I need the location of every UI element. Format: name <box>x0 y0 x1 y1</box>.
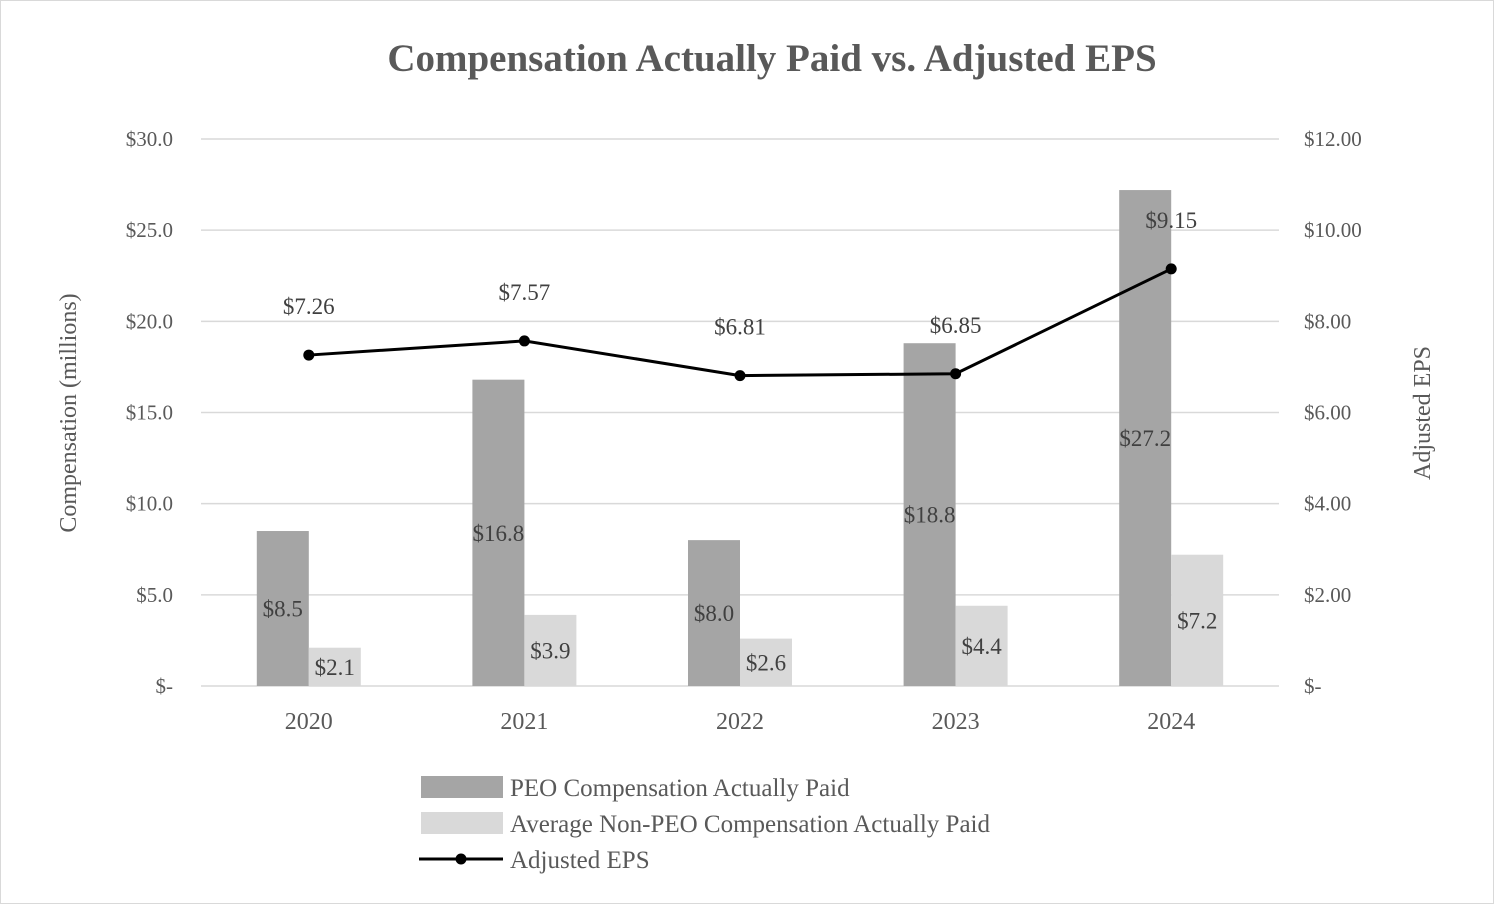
bar-non-peo-2022 <box>740 638 792 686</box>
right-tick-label: $12.00 <box>1304 127 1362 151</box>
left-tick-label: $15.0 <box>126 401 173 425</box>
bar-non-peo-2024 <box>1171 554 1224 686</box>
gridlines <box>201 138 1279 687</box>
legend: PEO Compensation Actually Paid Average No… <box>419 775 991 874</box>
eps-value-label: $7.26 <box>283 294 335 319</box>
x-axis-ticks: 2020 2021 2022 2023 2024 <box>285 709 1195 735</box>
left-tick-label: $- <box>156 674 174 698</box>
bar-non-peo-2021 <box>524 614 577 686</box>
x-tick-label: 2020 <box>285 709 333 735</box>
left-tick-label: $30.0 <box>126 127 173 151</box>
right-tick-label: $6.00 <box>1304 401 1351 425</box>
peo-value-label: $27.2 <box>1119 426 1171 451</box>
non-peo-value-label: $3.9 <box>530 638 570 663</box>
x-tick-label: 2023 <box>932 709 980 735</box>
eps-value-label: $9.15 <box>1145 208 1197 233</box>
left-tick-label: $20.0 <box>126 309 173 333</box>
right-axis-label: Adjusted EPS <box>1410 346 1436 480</box>
x-tick-label: 2022 <box>716 709 764 735</box>
eps-point-2021 <box>518 335 530 347</box>
right-tick-label: $10.00 <box>1304 218 1362 242</box>
right-tick-label: $4.00 <box>1304 492 1351 516</box>
eps-point-2024 <box>1165 263 1177 275</box>
data-labels: $8.5 $2.1 $16.8 $3.9 $8.0 $2.6 $18.8 $4.4 $27.2 $… <box>263 208 1218 680</box>
right-tick-label: $2.00 <box>1304 583 1351 607</box>
peo-value-label: $18.8 <box>904 503 956 528</box>
left-tick-label: $25.0 <box>126 218 173 242</box>
non-peo-value-label: $2.6 <box>746 650 786 675</box>
eps-value-label: $6.81 <box>714 315 766 340</box>
legend-label-eps: Adjusted EPS <box>510 847 650 874</box>
eps-point-2023 <box>950 368 962 380</box>
x-tick-label: 2024 <box>1147 709 1195 735</box>
bar-non-peo-2020 <box>308 647 361 686</box>
right-tick-label: $- <box>1304 674 1322 698</box>
bars <box>256 190 1224 686</box>
left-axis-label: Compensation (millions) <box>56 293 82 532</box>
chart-title: Compensation Actually Paid vs. Adjusted … <box>387 37 1156 80</box>
eps-value-label: $6.85 <box>930 313 982 338</box>
left-tick-label: $10.0 <box>126 492 173 516</box>
non-peo-value-label: $7.2 <box>1177 608 1217 633</box>
bar-peo-2023 <box>903 343 956 686</box>
non-peo-value-label: $2.1 <box>315 655 355 680</box>
bar-peo-2022 <box>688 540 740 686</box>
non-peo-value-label: $4.4 <box>961 634 1002 659</box>
bar-non-peo-2023 <box>955 605 1008 686</box>
bar-peo-2021 <box>472 379 525 686</box>
bar-peo-2020 <box>256 531 309 686</box>
peo-value-label: $8.5 <box>263 597 303 622</box>
legend-marker-eps <box>455 853 467 865</box>
x-tick-label: 2021 <box>500 709 548 735</box>
left-axis-ticks: $- $5.0 $10.0 $15.0 $20.0 $25.0 $30.0 <box>126 127 173 698</box>
eps-value-label: $7.57 <box>499 280 551 305</box>
eps-point-2020 <box>303 349 315 361</box>
right-axis-ticks: $- $2.00 $4.00 $6.00 $8.00 $10.00 $12.00 <box>1304 127 1362 698</box>
legend-label-non-peo: Average Non-PEO Compensation Actually Pa… <box>510 811 991 838</box>
peo-value-label: $8.0 <box>694 601 734 626</box>
peo-value-label: $16.8 <box>473 521 525 546</box>
eps-line <box>303 263 1177 382</box>
left-tick-label: $5.0 <box>136 583 173 607</box>
legend-swatch-non-peo <box>421 812 503 834</box>
legend-label-peo: PEO Compensation Actually Paid <box>510 775 850 802</box>
right-tick-label: $8.00 <box>1304 309 1351 333</box>
eps-point-2022 <box>734 370 746 382</box>
legend-swatch-peo <box>421 776 503 798</box>
